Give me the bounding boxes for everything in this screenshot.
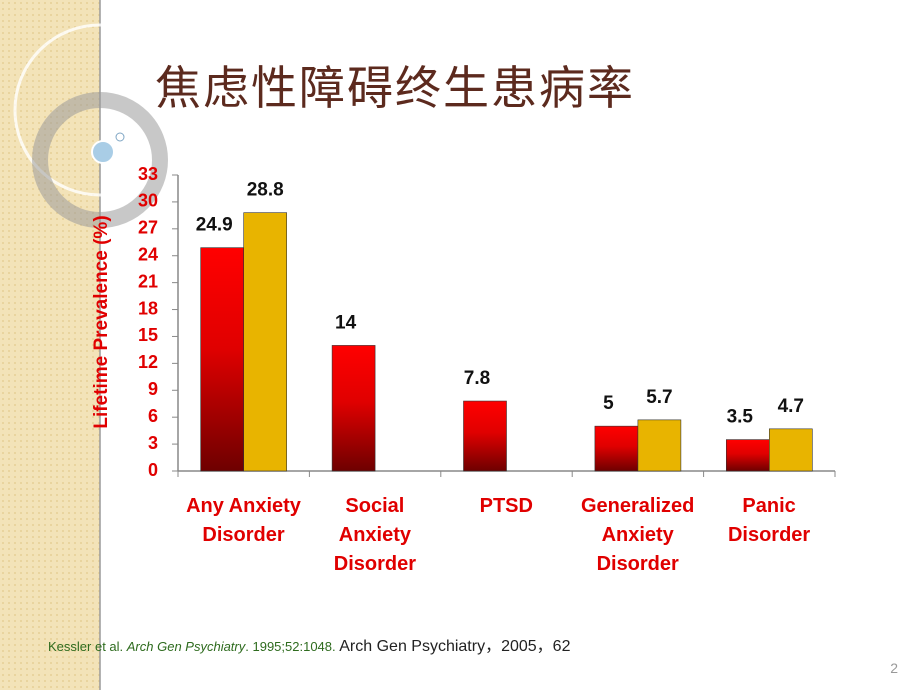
y-tick-label: 12 [138, 352, 158, 372]
value-label: 7.8 [464, 368, 490, 389]
bar [768, 428, 813, 472]
y-tick-label: 33 [138, 164, 158, 184]
y-tick-label: 27 [138, 218, 158, 238]
value-label: 5.7 [646, 387, 672, 408]
decor-ring [13, 23, 187, 197]
y-tick-label: 30 [138, 191, 158, 211]
y-axis-title: Lifetime Prevalence (%) [91, 215, 112, 428]
y-tick-label: 3 [148, 433, 158, 453]
footnote-text: Arch Gen Psychiatry [126, 639, 246, 654]
footnote-text: Kessler et al. [48, 639, 127, 654]
value-label: 24.9 [196, 215, 233, 236]
bar [594, 425, 639, 472]
x-tick-label: Generalized Anxiety Disorder [580, 495, 695, 575]
y-tick-label: 9 [148, 379, 158, 399]
y-tick-label: 0 [148, 460, 158, 480]
x-tick-label: Panic Disorder [727, 495, 811, 546]
bar [637, 419, 682, 472]
value-label: 14 [335, 312, 357, 333]
footnote-text: Arch Gen Psychiatry，2005，62 [339, 638, 571, 655]
y-tick-label: 21 [138, 271, 158, 291]
value-label: 4.7 [778, 396, 804, 417]
y-tick-label: 18 [138, 298, 158, 318]
value-label: 28.8 [247, 180, 284, 201]
value-label: 5 [603, 393, 614, 414]
bar [463, 400, 507, 472]
y-tick-label: 24 [138, 244, 158, 264]
decor-bead [91, 140, 115, 164]
bar [331, 345, 376, 472]
footnote: Kessler et al. Arch Gen Psychiatry. 1995… [48, 632, 570, 656]
decor-ring [32, 92, 168, 228]
bar [725, 439, 770, 472]
page-number: 2 [890, 660, 898, 676]
value-label: 3.5 [727, 407, 754, 428]
x-tick-label: PTSD [479, 495, 533, 517]
bar [200, 247, 244, 472]
footnote-text: . 1995;52:1048. [245, 639, 340, 654]
x-tick-label: Social Anxiety Disorder [333, 495, 417, 575]
y-tick-label: 15 [138, 325, 158, 345]
decor-bead [115, 132, 125, 142]
slide-title: 焦虑性障碍终生患病率 [155, 61, 635, 115]
x-tick-label: Any Anxiety Disorder [186, 495, 301, 546]
y-tick-label: 6 [148, 406, 158, 426]
bar [243, 212, 287, 472]
